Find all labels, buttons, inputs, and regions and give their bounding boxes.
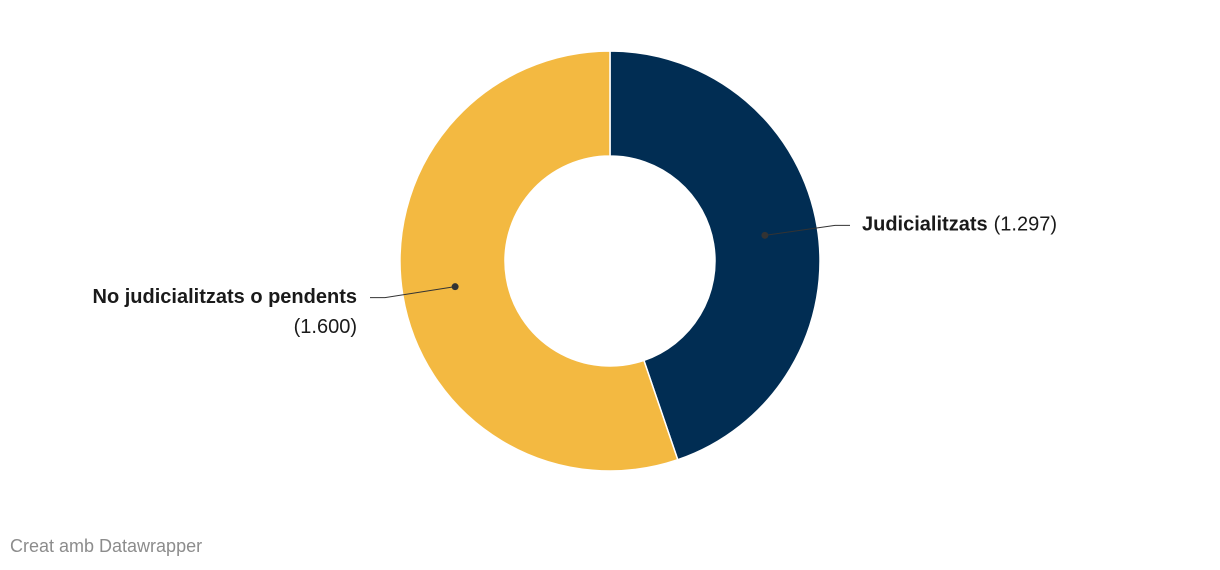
segment-value: (1.297) (994, 214, 1057, 236)
credit: Creat amb Datawrapper (10, 536, 202, 556)
leader-line (370, 286, 456, 299)
leader-dot (451, 283, 459, 291)
segment-label: Judicialitzats (1.297) (862, 214, 1057, 236)
donut-segment (399, 50, 679, 472)
segment-name: No judicialitzats o pendents (93, 286, 357, 308)
segment-name: Judicialitzats (862, 214, 988, 236)
leader-line (764, 224, 850, 236)
segment-value: (1.600) (294, 316, 357, 338)
donut-segment (609, 50, 821, 461)
leader-dot (761, 231, 769, 239)
